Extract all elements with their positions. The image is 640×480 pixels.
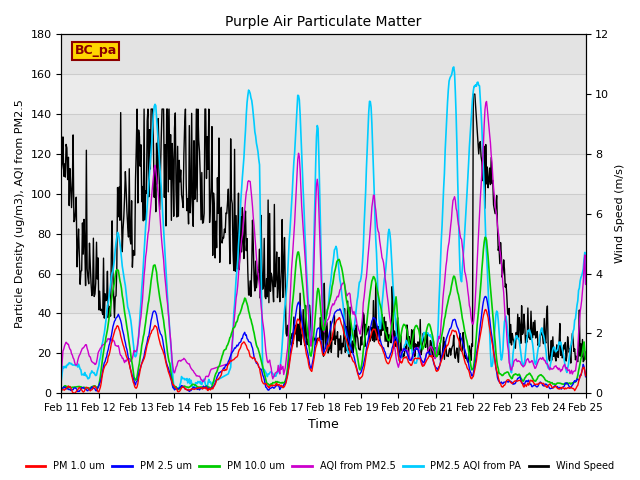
Legend: PM 1.0 um, PM 2.5 um, PM 10.0 um, AQI from PM2.5, PM2.5 AQI from PA, Wind Speed: PM 1.0 um, PM 2.5 um, PM 10.0 um, AQI fr… [22, 457, 618, 475]
Bar [61, 194, 586, 234]
Bar [61, 114, 586, 154]
X-axis label: Time: Time [308, 419, 339, 432]
Y-axis label: Wind Speed (m/s): Wind Speed (m/s) [615, 164, 625, 264]
Bar [61, 274, 586, 313]
Text: BC_pa: BC_pa [74, 44, 116, 57]
Title: Purple Air Particulate Matter: Purple Air Particulate Matter [225, 15, 422, 29]
Bar [61, 353, 586, 393]
Y-axis label: Particle Density (ug/m3), AQI from PM2.5: Particle Density (ug/m3), AQI from PM2.5 [15, 99, 25, 328]
Bar [61, 35, 586, 74]
